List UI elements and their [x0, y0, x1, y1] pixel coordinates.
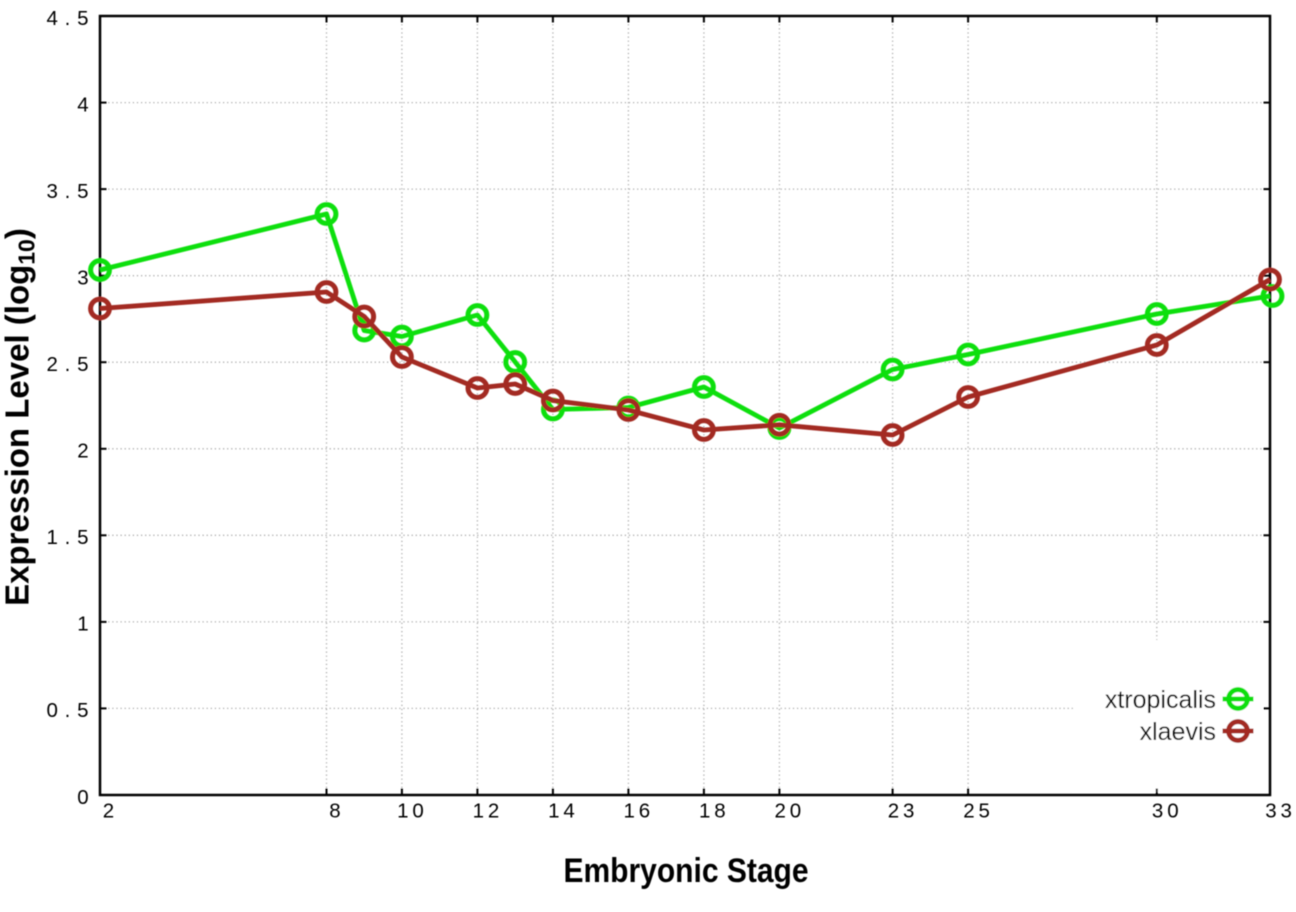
svg-text:.: .: [65, 353, 71, 376]
svg-text:1: 1: [548, 799, 559, 822]
svg-text:.: .: [65, 7, 71, 30]
svg-text:4: 4: [563, 799, 574, 822]
svg-text:xtropicalis: xtropicalis: [1105, 686, 1216, 714]
svg-text:5: 5: [77, 180, 88, 203]
svg-text:3: 3: [1265, 799, 1276, 822]
svg-text:0: 0: [412, 799, 423, 822]
svg-text:2: 2: [46, 353, 57, 376]
svg-text:1: 1: [473, 799, 484, 822]
svg-text:0: 0: [46, 699, 57, 722]
svg-text:6: 6: [639, 799, 650, 822]
svg-text:0: 0: [1167, 799, 1178, 822]
svg-text:.: .: [65, 699, 71, 722]
svg-text:3: 3: [46, 180, 57, 203]
svg-text:1: 1: [46, 526, 57, 549]
svg-text:1: 1: [397, 799, 408, 822]
svg-text:3: 3: [1152, 799, 1163, 822]
svg-text:5: 5: [77, 7, 88, 30]
svg-text:4: 4: [77, 93, 88, 116]
svg-text:3: 3: [1280, 799, 1291, 822]
svg-text:1: 1: [623, 799, 634, 822]
svg-text:Expression Level (log10): Expression Level (log10): [0, 228, 40, 606]
svg-text:1: 1: [699, 799, 710, 822]
svg-text:2: 2: [488, 799, 499, 822]
svg-text:2: 2: [103, 799, 114, 822]
svg-text:5: 5: [77, 526, 88, 549]
svg-text:0: 0: [790, 799, 801, 822]
svg-text:2: 2: [963, 799, 974, 822]
svg-text:2: 2: [77, 440, 88, 463]
svg-text:5: 5: [77, 699, 88, 722]
svg-text:2: 2: [888, 799, 899, 822]
svg-text:4: 4: [46, 7, 57, 30]
svg-text:5: 5: [77, 353, 88, 376]
svg-text:1: 1: [77, 613, 88, 636]
svg-text:xlaevis: xlaevis: [1140, 718, 1216, 746]
svg-text:3: 3: [77, 266, 88, 289]
svg-text:0: 0: [77, 786, 88, 809]
svg-text:.: .: [65, 180, 71, 203]
svg-text:8: 8: [714, 799, 725, 822]
svg-text:2: 2: [774, 799, 785, 822]
svg-text:.: .: [65, 526, 71, 549]
svg-text:8: 8: [329, 799, 340, 822]
svg-text:Embryonic Stage: Embryonic Stage: [564, 852, 809, 890]
svg-text:5: 5: [978, 799, 989, 822]
svg-text:3: 3: [903, 799, 914, 822]
